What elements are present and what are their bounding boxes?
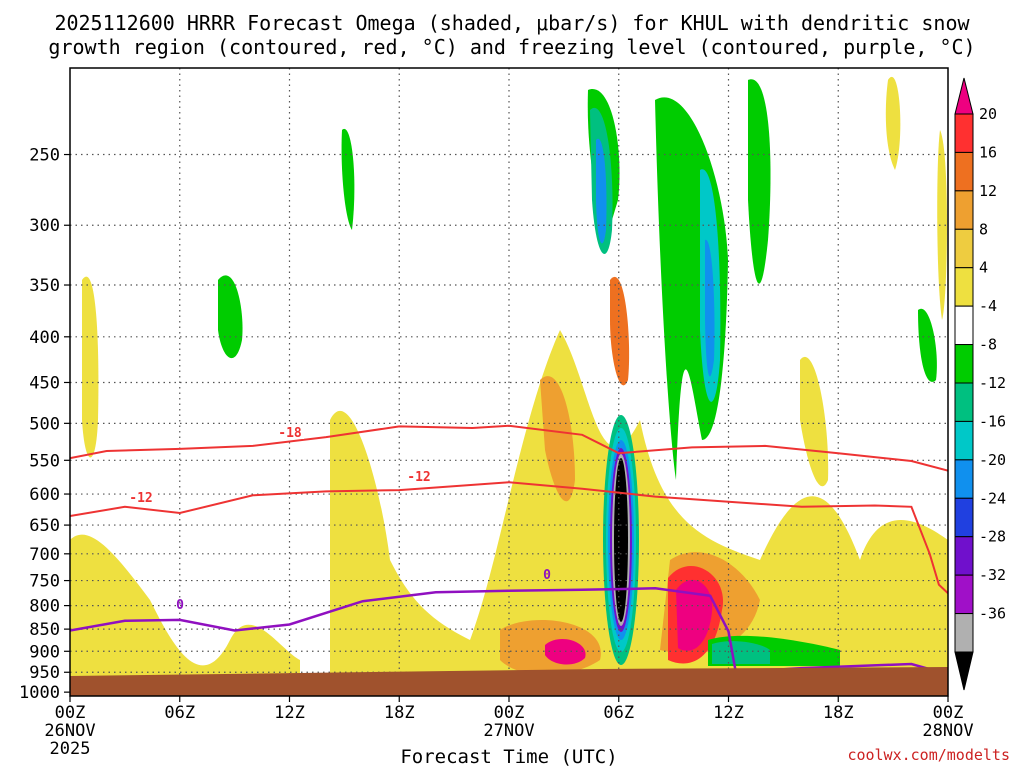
- colorbar-swatch-14: [954, 613, 974, 653]
- source-credit: coolwx.com/modelts: [847, 746, 1010, 764]
- isotherm-minus12-label-mid: -12: [407, 470, 430, 485]
- y-tick-label-300: 300: [29, 216, 60, 236]
- colorbar-label-9: -20: [979, 451, 1006, 469]
- isotherm-minus18: [70, 424, 948, 472]
- colorbar-label-2: 12: [979, 182, 997, 200]
- x-tick-year-0: 2025: [50, 739, 91, 759]
- y-tick-label-550: 550: [29, 451, 60, 471]
- omega-ascent-core-06z: [614, 458, 628, 622]
- x-tick-label-36: 12Z: [713, 703, 744, 723]
- x-tick-date-48: 28NOV: [922, 721, 973, 741]
- colorbar-swatch-5: [954, 267, 974, 307]
- isotherm-minus12-label-left: -12: [129, 491, 152, 506]
- y-tick-label-850: 850: [29, 620, 60, 640]
- x-tick-label-42: 18Z: [823, 703, 854, 723]
- colorbar-label-1: 16: [979, 143, 997, 161]
- y-tick-label-600: 600: [29, 485, 60, 505]
- y-tick-label-700: 700: [29, 545, 60, 565]
- omega-positive-orange-1: [540, 376, 575, 502]
- colorbar-label-10: -24: [979, 489, 1006, 507]
- x-tick-label-12: 12Z: [274, 703, 305, 723]
- omega-positive-upper-left: [82, 276, 99, 458]
- colorbar-label-6: -8: [979, 336, 997, 354]
- x-tick-label-6: 06Z: [164, 703, 195, 723]
- omega-ascent-upper-04z-core: [596, 138, 607, 244]
- colorbar-label-12: -32: [979, 566, 1006, 584]
- y-tick-label-800: 800: [29, 597, 60, 617]
- omega-positive-upper-right: [885, 76, 901, 170]
- colorbar-label-11: -28: [979, 528, 1006, 546]
- chart-title-line-1: 2025112600 HRRR Forecast Omega (shaded, …: [54, 11, 970, 35]
- omega-positive-far-right: [937, 130, 947, 320]
- y-tick-label-750: 750: [29, 572, 60, 592]
- colorbar-label-0: 20: [979, 105, 997, 123]
- colorbar-swatch-4: [954, 228, 974, 269]
- colorbar-swatch-8: [954, 382, 974, 422]
- freezing-level-label-1: 0: [176, 598, 184, 613]
- x-tick-label-48: 00Z: [933, 703, 964, 723]
- x-tick-date-0: 26NOV: [44, 721, 95, 741]
- y-tick-label-1000: 1000: [19, 683, 60, 703]
- omega-positive-area-mid: [330, 330, 948, 696]
- omega-positive-right-col: [800, 356, 829, 487]
- omega-positive-area-left: [70, 534, 300, 696]
- y-tick-label-450: 450: [29, 373, 60, 393]
- omega-negative-teal-near-sfc: [712, 641, 770, 664]
- y-tick-label-950: 950: [29, 663, 60, 683]
- colorbar-swatch-9: [954, 420, 974, 461]
- colorbar-swatch-2: [954, 151, 974, 192]
- isotherm-minus12: [70, 481, 948, 595]
- colorbar-swatch-3: [954, 190, 974, 230]
- terrain-ground: [70, 667, 948, 696]
- colorbar-label-4: 4: [979, 259, 988, 277]
- colorbar-arrow-bottom: [954, 651, 974, 691]
- colorbar-swatch-12: [954, 536, 974, 576]
- colorbar: 20 16 12 8 4 -4 -8 -12 -16 -20 -24 -28 -32 -36: [954, 77, 1006, 691]
- omega-ascent-upper-09z-core: [705, 239, 715, 377]
- colorbar-swatch-1: [954, 113, 974, 153]
- colorbar-swatch-6: [954, 305, 974, 346]
- x-tick-label-24: 00Z: [494, 703, 525, 723]
- x-tick-label-0: 00Z: [55, 703, 86, 723]
- colorbar-label-5: -4: [979, 297, 997, 315]
- colorbar-swatch-10: [954, 459, 974, 499]
- chart-title-line-2: growth region (contoured, red, °C) and f…: [48, 35, 975, 59]
- colorbar-swatch-11: [954, 497, 974, 538]
- omega-descent-10z-core: [676, 579, 713, 651]
- isotherm-labels: -18 -12 -12 0 0: [127, 425, 551, 613]
- y-axis-pressure: 2503003504004505005506006507007508008509…: [19, 146, 70, 703]
- colorbar-label-13: -36: [979, 605, 1006, 623]
- y-tick-label-900: 900: [29, 642, 60, 662]
- omega-positive-orange-3: [610, 276, 630, 386]
- x-axis-title: Forecast Time (UTC): [400, 746, 617, 768]
- colorbar-arrow-top: [954, 77, 974, 115]
- freezing-level-label-2: 0: [543, 568, 551, 583]
- colorbar-label-3: 8: [979, 220, 988, 238]
- colorbar-label-7: -12: [979, 374, 1006, 392]
- y-tick-label-650: 650: [29, 516, 60, 536]
- shaded-omega-field: [70, 76, 948, 696]
- colorbar-swatch-13: [954, 574, 974, 615]
- y-tick-label-400: 400: [29, 328, 60, 348]
- x-tick-label-30: 06Z: [603, 703, 634, 723]
- colorbar-label-8: -16: [979, 412, 1006, 430]
- x-tick-date-24: 27NOV: [483, 721, 534, 741]
- x-tick-label-18: 18Z: [384, 703, 415, 723]
- omega-negative-green-left: [218, 275, 243, 359]
- omega-negative-green-right: [748, 79, 771, 284]
- omega-negative-green-far-right: [918, 308, 937, 382]
- y-tick-label-500: 500: [29, 414, 60, 434]
- y-tick-label-250: 250: [29, 146, 60, 166]
- y-tick-label-350: 350: [29, 276, 60, 296]
- isotherm-minus18-label: -18: [278, 426, 302, 441]
- colorbar-swatch-7: [954, 344, 974, 384]
